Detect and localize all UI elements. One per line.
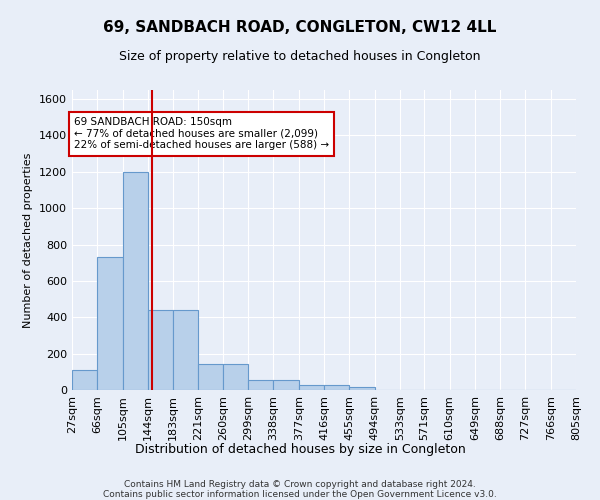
Bar [148, 310, 173, 390]
Bar [223, 364, 248, 390]
Bar [122, 172, 148, 390]
Text: 69 SANDBACH ROAD: 150sqm
← 77% of detached houses are smaller (2,099)
22% of sem: 69 SANDBACH ROAD: 150sqm ← 77% of detach… [74, 118, 329, 150]
Bar [197, 364, 223, 390]
Bar [173, 310, 197, 390]
Text: Size of property relative to detached houses in Congleton: Size of property relative to detached ho… [119, 50, 481, 63]
Text: 69, SANDBACH ROAD, CONGLETON, CW12 4LL: 69, SANDBACH ROAD, CONGLETON, CW12 4LL [103, 20, 497, 35]
Bar [72, 370, 97, 390]
Bar [248, 380, 274, 390]
Y-axis label: Number of detached properties: Number of detached properties [23, 152, 34, 328]
Bar [97, 258, 122, 390]
Text: Contains HM Land Registry data © Crown copyright and database right 2024.
Contai: Contains HM Land Registry data © Crown c… [103, 480, 497, 500]
Bar [349, 388, 374, 390]
Bar [274, 380, 299, 390]
Bar [299, 384, 324, 390]
Text: Distribution of detached houses by size in Congleton: Distribution of detached houses by size … [134, 442, 466, 456]
Bar [324, 384, 349, 390]
